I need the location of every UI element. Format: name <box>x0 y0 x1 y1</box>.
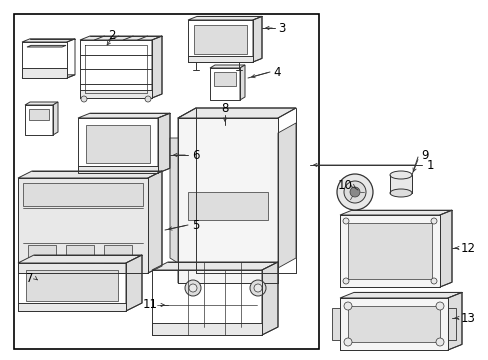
Polygon shape <box>347 306 439 342</box>
Polygon shape <box>18 171 162 178</box>
Circle shape <box>342 218 348 224</box>
Polygon shape <box>26 270 118 301</box>
Polygon shape <box>22 39 75 42</box>
Circle shape <box>342 278 348 284</box>
Polygon shape <box>80 90 152 98</box>
Polygon shape <box>29 109 49 120</box>
Circle shape <box>349 187 359 197</box>
Polygon shape <box>152 36 162 98</box>
Text: 6: 6 <box>192 149 199 162</box>
Polygon shape <box>18 255 142 263</box>
Polygon shape <box>18 303 126 311</box>
Polygon shape <box>22 75 75 78</box>
Text: 9: 9 <box>420 149 428 162</box>
Polygon shape <box>339 298 447 350</box>
Polygon shape <box>339 292 461 298</box>
Polygon shape <box>78 166 158 173</box>
Polygon shape <box>187 17 262 20</box>
Polygon shape <box>187 192 267 220</box>
Circle shape <box>184 280 201 296</box>
Polygon shape <box>194 25 246 54</box>
Text: 7: 7 <box>26 271 34 284</box>
Polygon shape <box>80 36 162 40</box>
Polygon shape <box>339 210 451 215</box>
Circle shape <box>430 278 436 284</box>
Polygon shape <box>66 245 94 263</box>
Polygon shape <box>53 102 58 135</box>
Bar <box>331 309 339 339</box>
Text: 5: 5 <box>192 219 199 231</box>
Polygon shape <box>187 56 252 62</box>
Circle shape <box>430 218 436 224</box>
Polygon shape <box>86 125 150 163</box>
Text: 11: 11 <box>142 298 157 311</box>
Polygon shape <box>152 262 278 270</box>
Polygon shape <box>18 178 148 273</box>
Circle shape <box>81 96 87 102</box>
Text: 10: 10 <box>337 179 352 192</box>
Polygon shape <box>22 68 67 78</box>
Text: 4: 4 <box>273 66 280 78</box>
Polygon shape <box>339 215 439 287</box>
Polygon shape <box>158 113 170 173</box>
Bar <box>14 14 318 349</box>
Polygon shape <box>126 255 142 311</box>
Polygon shape <box>178 108 295 118</box>
Text: 2: 2 <box>108 28 116 41</box>
Circle shape <box>336 174 372 210</box>
Polygon shape <box>347 223 431 279</box>
Circle shape <box>145 96 151 102</box>
Polygon shape <box>240 65 244 100</box>
Polygon shape <box>104 245 132 263</box>
Text: 13: 13 <box>460 311 474 324</box>
Polygon shape <box>262 262 278 335</box>
Bar <box>389 175 411 193</box>
Ellipse shape <box>389 189 411 197</box>
Bar <box>447 309 455 339</box>
Circle shape <box>249 280 265 296</box>
Polygon shape <box>170 138 178 263</box>
Polygon shape <box>209 65 244 68</box>
Polygon shape <box>27 45 66 47</box>
Circle shape <box>343 338 351 346</box>
Polygon shape <box>148 171 162 273</box>
Polygon shape <box>214 72 236 86</box>
Polygon shape <box>439 210 451 287</box>
Circle shape <box>343 181 365 203</box>
Circle shape <box>435 302 443 310</box>
Polygon shape <box>78 113 170 118</box>
Text: 1: 1 <box>426 158 433 171</box>
Circle shape <box>189 284 197 292</box>
Polygon shape <box>23 183 142 206</box>
Circle shape <box>343 302 351 310</box>
Polygon shape <box>28 245 56 263</box>
Polygon shape <box>447 292 461 350</box>
Circle shape <box>253 284 262 292</box>
Text: 12: 12 <box>460 242 474 255</box>
Polygon shape <box>25 102 58 105</box>
Text: 8: 8 <box>221 102 228 114</box>
Circle shape <box>435 338 443 346</box>
Polygon shape <box>278 123 295 268</box>
Polygon shape <box>152 323 262 335</box>
Text: 3: 3 <box>278 22 285 35</box>
Polygon shape <box>252 17 262 62</box>
Polygon shape <box>178 118 278 283</box>
Polygon shape <box>178 108 196 283</box>
Ellipse shape <box>389 171 411 179</box>
